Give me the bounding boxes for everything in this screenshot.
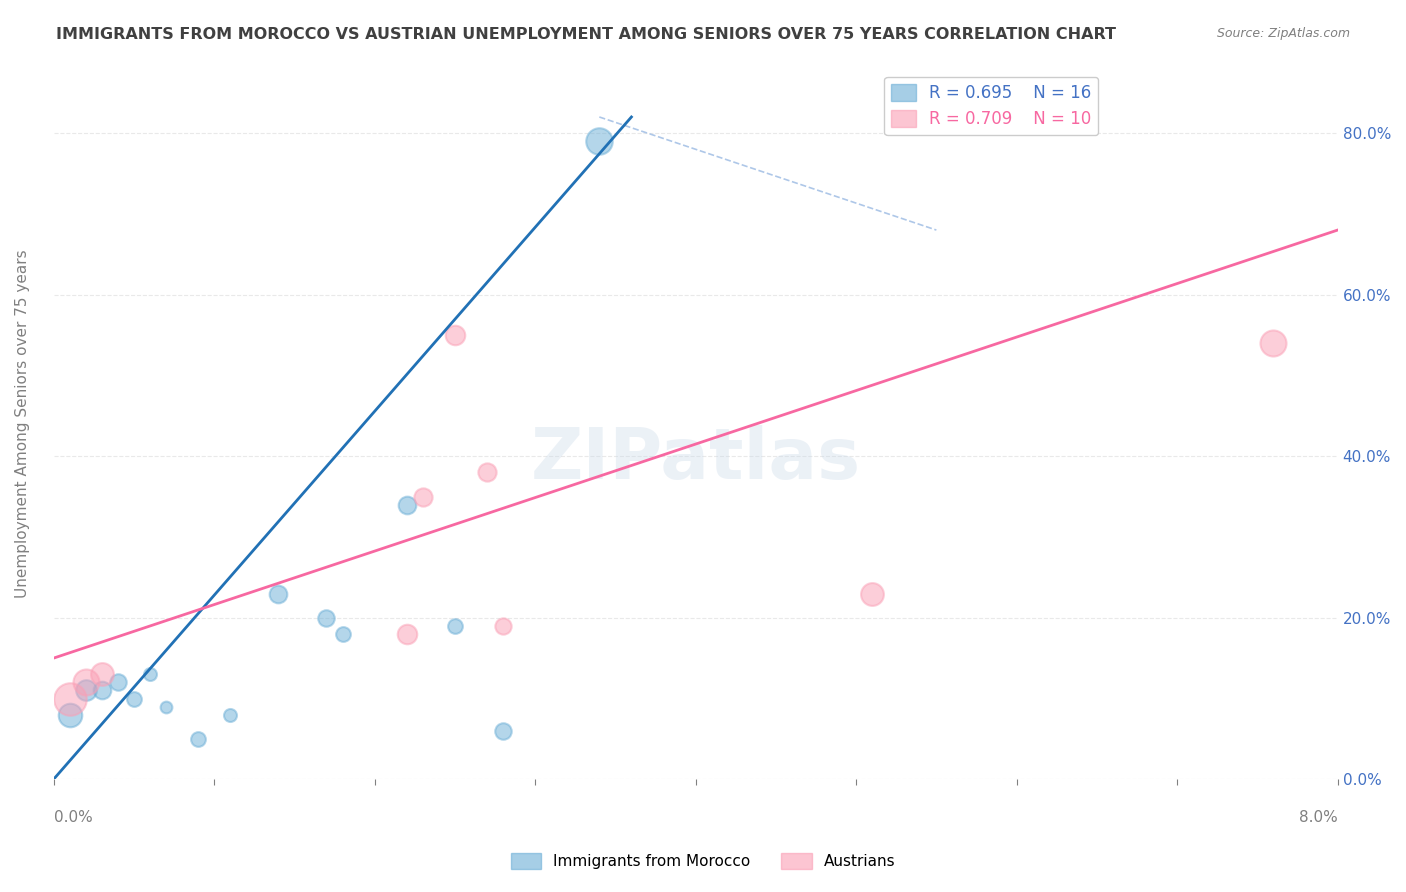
Point (219, 707, 242, 722)
Point (412, 490, 434, 504)
Point (75, 683, 97, 698)
Text: 0.0%: 0.0% (53, 810, 93, 825)
Legend: Immigrants from Morocco, Austrians: Immigrants from Morocco, Austrians (505, 847, 901, 875)
Point (444, 619, 467, 633)
Point (155, 699, 177, 714)
Point (75, 675, 97, 690)
Point (395, 627, 418, 641)
Text: IMMIGRANTS FROM MOROCCO VS AUSTRIAN UNEMPLOYMENT AMONG SENIORS OVER 75 YEARS COR: IMMIGRANTS FROM MOROCCO VS AUSTRIAN UNEM… (56, 27, 1116, 42)
Point (475, 466, 498, 480)
Point (395, 498, 418, 512)
Point (139, 667, 162, 681)
Point (59, 707, 82, 722)
Point (107, 675, 129, 690)
Text: Source: ZipAtlas.com: Source: ZipAtlas.com (1216, 27, 1350, 40)
Text: ZIPatlas: ZIPatlas (530, 425, 860, 494)
Point (122, 691, 145, 706)
Point (1263, 336, 1285, 351)
Point (315, 611, 337, 625)
Point (90, 667, 112, 681)
Point (59, 691, 82, 706)
Point (90, 683, 112, 698)
Point (267, 586, 290, 600)
Point (444, 328, 467, 343)
Point (492, 619, 515, 633)
Legend: R = 0.695    N = 16, R = 0.709    N = 10: R = 0.695 N = 16, R = 0.709 N = 10 (884, 77, 1098, 135)
Point (332, 627, 354, 641)
Point (588, 134, 610, 148)
Y-axis label: Unemployment Among Seniors over 75 years: Unemployment Among Seniors over 75 years (15, 250, 30, 599)
Text: 8.0%: 8.0% (1299, 810, 1337, 825)
Point (860, 586, 883, 600)
Point (187, 731, 209, 746)
Point (492, 723, 515, 738)
